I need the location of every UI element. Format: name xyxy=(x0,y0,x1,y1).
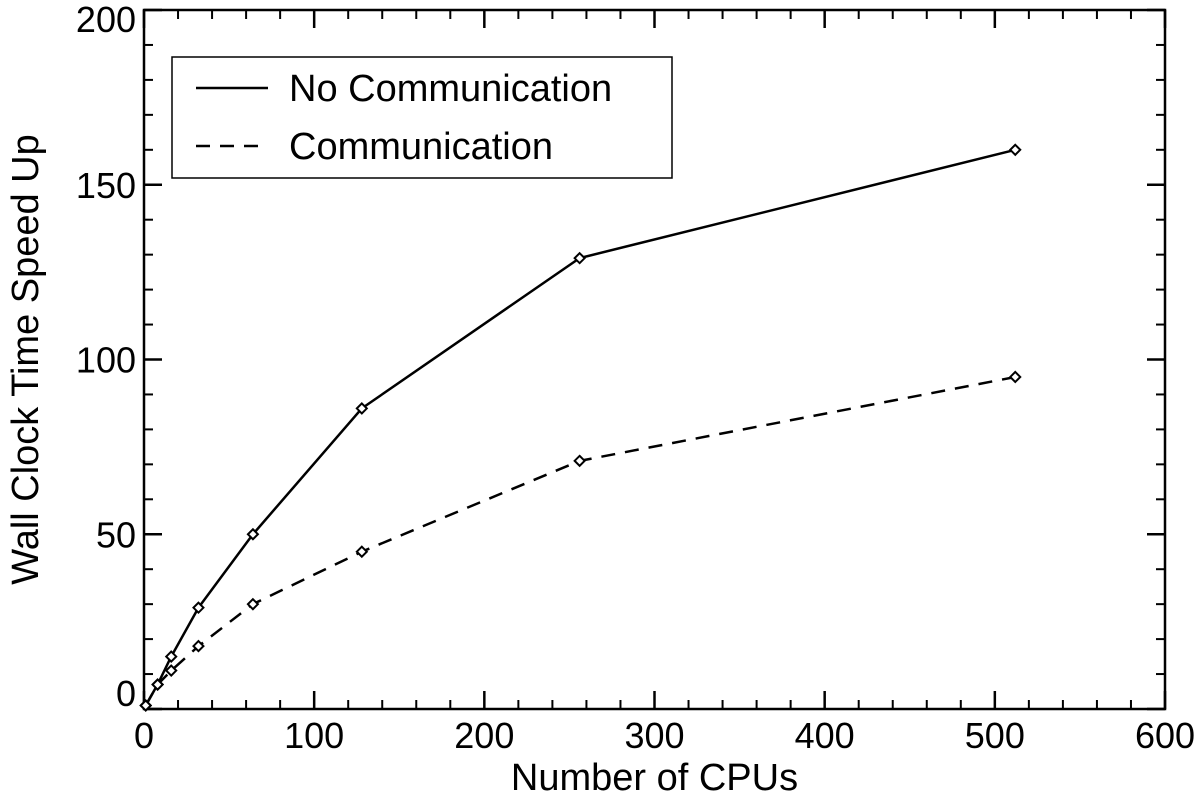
data-point-marker xyxy=(1008,143,1022,157)
y-tick-labels: 0 50 100 150 200 xyxy=(76,0,136,714)
data-point-marker xyxy=(164,650,178,663)
x-tick-label: 0 xyxy=(134,715,154,756)
x-tick-label: 600 xyxy=(1135,715,1195,756)
x-tick-label: 400 xyxy=(795,715,855,756)
x-tick-labels: 0 100 200 300 400 500 600 xyxy=(134,715,1195,756)
x-tick-label: 200 xyxy=(454,715,514,756)
legend: No Communication Communication xyxy=(171,56,673,179)
x-tick-label: 100 xyxy=(284,715,344,756)
minor-ticks xyxy=(144,10,1165,709)
data-point-marker xyxy=(246,597,260,611)
y-tick-label: 150 xyxy=(76,165,136,206)
series-layer xyxy=(139,143,1022,712)
data-point-marker xyxy=(192,639,205,653)
y-tick-label: 0 xyxy=(116,673,136,714)
data-point-marker xyxy=(164,664,178,677)
plot-frame xyxy=(142,8,1167,711)
legend-box xyxy=(171,56,673,179)
y-tick-label: 50 xyxy=(96,514,136,555)
series-line-no-communication xyxy=(144,148,1016,707)
x-tick-label: 500 xyxy=(965,715,1025,756)
legend-label-no-communication: No Communication xyxy=(289,68,612,110)
data-point-marker xyxy=(151,678,165,691)
y-axis-title: Wall Clock Time Speed Up xyxy=(5,134,47,585)
series-line-communication xyxy=(144,375,1016,707)
y-tick-label: 200 xyxy=(76,0,136,40)
legend-label-communication: Communication xyxy=(289,126,553,168)
data-point-marker xyxy=(139,699,153,712)
data-point-marker xyxy=(355,402,369,415)
x-axis-title: Number of CPUs xyxy=(511,757,798,792)
data-point-marker xyxy=(192,601,205,615)
data-point-marker xyxy=(573,454,587,468)
y-tick-label: 100 xyxy=(76,340,136,381)
data-point-marker xyxy=(1008,370,1022,384)
data-point-marker xyxy=(355,545,369,559)
data-point-marker xyxy=(573,251,587,265)
data-point-marker xyxy=(246,527,260,541)
x-tick-label: 300 xyxy=(624,715,684,756)
